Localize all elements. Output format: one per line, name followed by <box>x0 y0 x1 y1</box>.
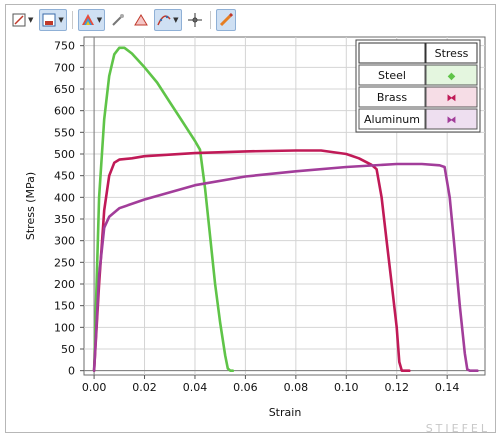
triangle-marker-button[interactable] <box>131 9 151 31</box>
pencil-button[interactable] <box>215 9 236 31</box>
series-line-steel <box>92 46 235 373</box>
triangle-marker-icon <box>134 13 149 27</box>
toolbar-separator <box>209 11 211 29</box>
chevron-down-icon[interactable]: ▼ <box>58 16 64 24</box>
legend-marker-brass-icon: ⧓ <box>447 93 457 104</box>
y-tick-label: 100 <box>54 321 75 334</box>
legend-label-cell[interactable] <box>358 108 426 130</box>
y-tick-label: 50 <box>61 343 75 356</box>
x-axis-label: Strain <box>269 406 302 419</box>
y-tick-label: 500 <box>54 148 75 161</box>
y-tick-label: 350 <box>54 213 75 226</box>
y-tick-label: 450 <box>54 170 75 183</box>
y-tick-label: 600 <box>54 105 75 118</box>
legend-label-cell[interactable] <box>358 86 426 108</box>
crosshair-icon <box>187 13 202 27</box>
series-line-brass <box>92 149 411 373</box>
x-tick-label: 0.12 <box>384 381 409 394</box>
x-tick-label: 0.08 <box>284 381 309 394</box>
chevron-down-icon[interactable]: ▼ <box>96 16 103 24</box>
save-button[interactable]: ▼ <box>39 9 67 31</box>
chart-type-button[interactable]: ▼ <box>9 9 36 31</box>
save-icon <box>42 13 56 27</box>
y-tick-label: 700 <box>54 61 75 74</box>
legend-label-steel: Steel <box>378 69 406 82</box>
x-tick-label: 0.00 <box>82 381 107 394</box>
curve-fit-icon <box>157 13 171 27</box>
y-tick-label: 0 <box>68 365 75 378</box>
chevron-down-icon[interactable]: ▼ <box>173 16 179 24</box>
x-tick-label: 0.06 <box>233 381 258 394</box>
color-palette-icon <box>81 13 95 27</box>
x-tick-label: 0.10 <box>334 381 359 394</box>
y-tick-label: 150 <box>54 300 75 313</box>
chart-type-icon <box>12 13 26 27</box>
series-line-aluminum <box>92 162 479 373</box>
legend-header: Stress <box>435 47 469 60</box>
color-palette-button[interactable]: ▼ <box>77 9 106 31</box>
legend-marker-aluminum-icon: ⧓ <box>447 115 457 126</box>
y-tick-label: 750 <box>54 40 75 53</box>
legend-marker-steel-icon: ◆ <box>448 71 456 82</box>
y-tick-label: 300 <box>54 235 75 248</box>
curve-fit-button[interactable]: ▼ <box>154 9 182 31</box>
crosshair-button[interactable] <box>185 9 205 31</box>
axis-ticks: 0.00 0.02 0.04 0.06 0.08 0.10 0.12 0.14 0 50 100 15… <box>54 40 459 394</box>
y-tick-label: 250 <box>54 256 75 269</box>
legend-header-blank <box>358 42 426 64</box>
legend-label-cell[interactable] <box>358 64 426 86</box>
watermark: STIEFEL <box>425 422 490 435</box>
legend-label-brass: Brass <box>377 91 408 104</box>
y-tick-label: 550 <box>54 126 75 139</box>
toolbar: ▼ ▼ ▼ ▼ <box>9 9 489 31</box>
chevron-down-icon[interactable]: ▼ <box>28 16 34 24</box>
x-tick-label: 0.14 <box>435 381 460 394</box>
y-tick-label: 650 <box>54 83 75 96</box>
pencil-icon <box>219 13 233 27</box>
series-layer <box>92 46 479 373</box>
draw-tool-button[interactable] <box>108 9 128 31</box>
legend-swatch-cell[interactable] <box>425 64 478 86</box>
legend-swatch-cell[interactable] <box>425 86 478 108</box>
legend-label-aluminum: Aluminum <box>364 113 420 126</box>
x-tick-label: 0.04 <box>183 381 208 394</box>
legend[interactable]: Stress Steel ◆ Brass ⧓ Aluminum ⧓ <box>355 39 481 133</box>
draw-tool-icon <box>111 13 125 27</box>
x-tick-label: 0.02 <box>132 381 157 394</box>
legend-header-cell <box>425 42 478 64</box>
y-tick-label: 200 <box>54 278 75 291</box>
toolbar-separator <box>71 11 73 29</box>
legend-swatch-cell[interactable] <box>425 108 478 130</box>
y-tick-label: 400 <box>54 191 75 204</box>
y-axis-label: Stress (MPa) <box>24 172 37 240</box>
